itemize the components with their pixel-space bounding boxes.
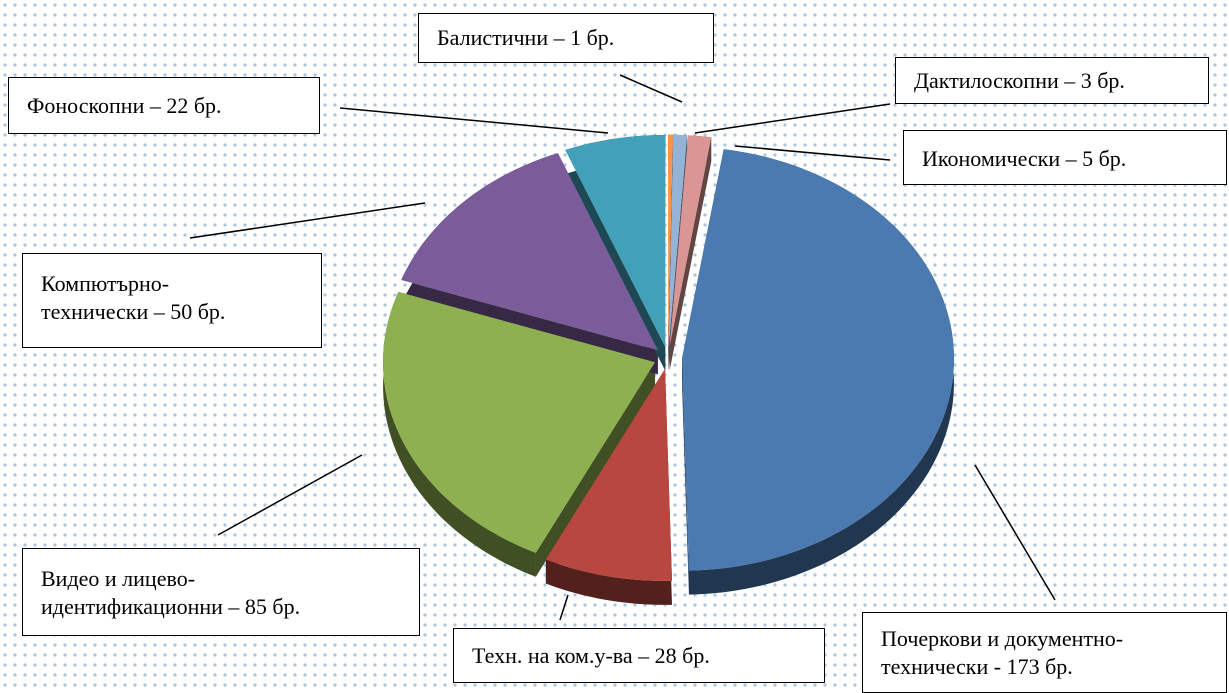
slice-tops [383,134,954,581]
slice-side [565,134,666,371]
leader-line [619,74,683,103]
data-label: Компютърно-технически – 50 бр. [22,253,322,348]
slice [401,153,658,351]
leader-line [559,594,569,621]
slice-side [669,135,712,371]
leader-line [339,107,609,134]
data-label: Почеркови и документно-технически - 173 … [862,612,1227,693]
data-label: Икономически – 5 бр. [903,130,1227,185]
slice [669,135,712,347]
slice [681,149,954,571]
leader-line [217,454,363,536]
data-label: Фоноскопни – 22 бр. [8,77,320,134]
data-label: Дактилоскопни – 3 бр. [895,57,1209,104]
leader-line [974,464,1056,601]
slice [545,368,672,581]
slice [565,135,666,347]
data-label: Балистични – 1 бр. [418,13,714,63]
data-label: Техн. на ком.у-ва – 28 бр. [453,628,825,683]
leader-line [734,145,891,161]
pie [383,134,954,605]
slice-side [668,134,673,371]
leader-line [189,202,426,239]
slice [668,134,673,347]
slice [383,291,656,553]
leader-line [694,103,891,134]
data-label: Видео и лицево-идентификационни – 85 бр. [22,548,420,636]
slice [668,134,688,347]
leader-lines [189,74,1056,621]
